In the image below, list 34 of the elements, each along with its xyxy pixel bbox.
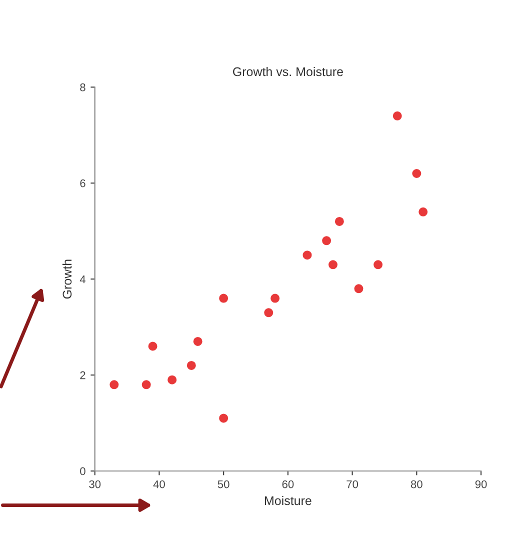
point: [328, 260, 338, 270]
x-tick-label: 50: [218, 480, 230, 488]
y-tick-label: 6: [80, 179, 86, 188]
point: [270, 294, 280, 303]
point: [264, 308, 274, 318]
point: [219, 414, 228, 423]
point: [334, 216, 344, 226]
point: [374, 260, 383, 270]
point: [110, 380, 119, 390]
point: [186, 360, 196, 370]
x-tick-label: 80: [410, 480, 422, 488]
point: [193, 336, 202, 346]
x-tick-label: 70: [346, 480, 358, 488]
x-tick-label: 60: [282, 480, 294, 488]
point: [354, 284, 364, 294]
x-axis-title: Moisture: [265, 496, 312, 506]
y-tick-label: 8: [80, 83, 86, 92]
point: [168, 375, 177, 384]
point: [219, 294, 228, 303]
point: [392, 111, 402, 120]
chart-title: Growth vs. Moisture: [233, 66, 343, 76]
x-tick-label: 90: [475, 480, 487, 488]
point: [418, 207, 428, 216]
y-tick-label: 0: [80, 467, 86, 476]
x-tick-label: 40: [153, 480, 165, 488]
y-tick-label: 2: [80, 371, 86, 380]
point: [302, 250, 312, 260]
y-axis-title: Growth: [62, 260, 72, 299]
point: [148, 342, 158, 351]
y-tick-label: 4: [80, 275, 86, 284]
point: [142, 380, 151, 390]
point: [412, 169, 422, 178]
x-tick-label: 30: [89, 480, 101, 488]
point: [322, 236, 332, 246]
